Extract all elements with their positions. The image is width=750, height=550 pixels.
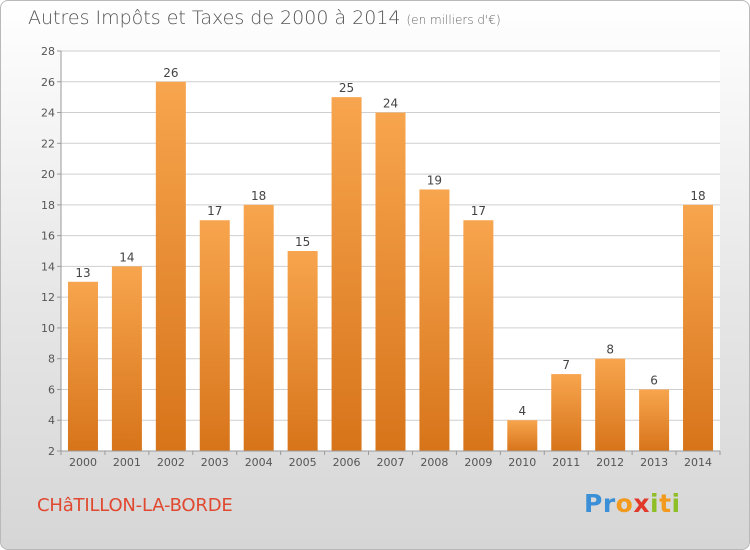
bar — [551, 374, 582, 451]
y-tick-label: 14 — [41, 260, 55, 273]
x-tick-label: 2006 — [333, 456, 361, 469]
x-tick-label: 2008 — [420, 456, 448, 469]
x-tick-label: 2012 — [596, 456, 624, 469]
bar — [507, 420, 538, 451]
bar — [331, 97, 362, 452]
bar — [463, 220, 494, 451]
logo-letter: i — [671, 489, 681, 518]
x-tick-label: 2011 — [552, 456, 580, 469]
x-tick-label: 2005 — [289, 456, 317, 469]
bar-value-label: 14 — [119, 250, 134, 264]
bar-value-label: 13 — [75, 266, 90, 280]
bar — [683, 204, 714, 451]
y-tick-label: 16 — [41, 230, 55, 243]
bar-value-label: 7 — [562, 358, 570, 372]
y-tick-label: 26 — [41, 76, 55, 89]
x-tick-label: 2014 — [684, 456, 712, 469]
bar — [639, 389, 670, 451]
bars: 13 14 26 17 18 15 25 24 19 17 4 7 8 6 18 — [67, 66, 714, 452]
bar — [287, 251, 318, 451]
x-tick-label: 2009 — [464, 456, 492, 469]
x-tick-label: 2003 — [201, 456, 229, 469]
y-tick-label: 8 — [48, 353, 55, 366]
x-tick-label: 2013 — [640, 456, 668, 469]
logo-letter: r — [602, 489, 616, 518]
chart-title-text: Autres Impôts et Taxes de 2000 à 2014 — [28, 7, 401, 29]
bar — [111, 266, 142, 451]
bar-value-label: 4 — [518, 404, 526, 418]
bar-value-label: 17 — [471, 204, 486, 218]
y-tick-label: 22 — [41, 137, 55, 150]
y-tick-label: 4 — [48, 414, 55, 427]
y-tick-label: 24 — [41, 107, 55, 120]
town-name: CHâTILLON-LA-BORDE — [37, 495, 233, 516]
x-axis: 2000 2001 2002 2003 2004 2005 2006 2007 2008 2009… — [60, 450, 721, 469]
chart-unit: (en milliers d'€) — [406, 13, 501, 27]
bar-value-label: 18 — [251, 189, 266, 203]
proxiti-logo[interactable]: Proxiti — [584, 489, 681, 518]
x-tick-label: 2002 — [157, 456, 185, 469]
y-tick-label: 18 — [41, 199, 55, 212]
x-tick-label: 2010 — [508, 456, 536, 469]
y-tick-label: 20 — [41, 168, 55, 181]
bar — [67, 281, 98, 451]
y-tick-label: 10 — [41, 322, 55, 335]
logo-letter: P — [584, 489, 603, 518]
x-tick-label: 2000 — [69, 456, 97, 469]
chart-title: Autres Impôts et Taxes de 2000 à 2014 (en… — [28, 7, 501, 29]
y-tick-label: 12 — [41, 291, 55, 304]
bar-value-label: 17 — [207, 204, 222, 218]
bar — [155, 81, 186, 452]
x-tick-label: 2004 — [245, 456, 273, 469]
bar-value-label: 26 — [163, 66, 178, 80]
bar-value-label: 18 — [690, 189, 705, 203]
logo-letter: t — [659, 489, 672, 518]
bar-value-label: 15 — [295, 235, 310, 249]
bar-value-label: 24 — [383, 97, 398, 111]
bar-value-label: 6 — [650, 373, 658, 387]
x-tick-label: 2007 — [377, 456, 405, 469]
y-tick-label: 28 — [41, 45, 55, 58]
bar — [595, 358, 626, 451]
bar — [419, 189, 450, 451]
x-tick-label: 2001 — [113, 456, 141, 469]
bar-value-label: 19 — [427, 173, 442, 187]
bar-value-label: 25 — [339, 81, 354, 95]
y-tick-label: 2 — [48, 445, 55, 458]
logo-letter: x — [633, 489, 650, 518]
bar — [243, 204, 274, 451]
logo-letter: o — [615, 489, 634, 518]
y-tick-label: 6 — [48, 383, 55, 396]
bar — [199, 220, 230, 451]
logo-letter: i — [650, 489, 660, 518]
bar-value-label: 8 — [606, 343, 614, 357]
bar — [375, 112, 406, 452]
